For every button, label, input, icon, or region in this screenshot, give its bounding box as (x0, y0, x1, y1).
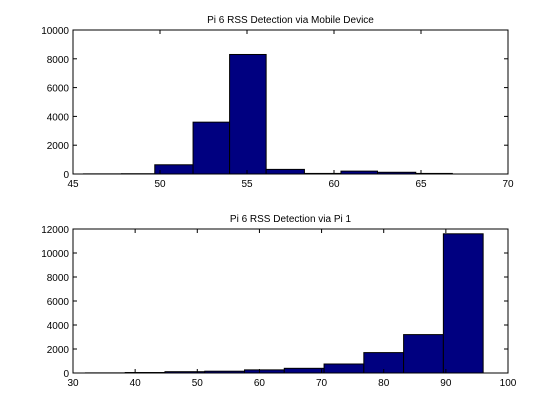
bar-mobile-device (192, 121, 231, 175)
bar-mobile-device (229, 53, 267, 175)
y-tick-label: 12000 (41, 225, 69, 236)
chart-title-pi-1: Pi 6 RSS Detection via Pi 1 (230, 214, 352, 225)
y-tick-label: 4000 (47, 112, 70, 123)
bar-mobile-device (154, 164, 194, 175)
x-tick-label: 50 (192, 378, 204, 389)
bar-pi-1 (323, 363, 365, 374)
x-tick-label: 65 (415, 179, 427, 190)
y-tick-label: 0 (63, 170, 69, 181)
y-tick-label: 2000 (47, 141, 70, 152)
chart-title-mobile-device: Pi 6 RSS Detection via Mobile Device (207, 15, 374, 26)
bar-pi-1 (283, 367, 325, 374)
bar-pi-1 (403, 334, 444, 374)
axes-border-mobile-device (72, 29, 509, 175)
bar-pi-1 (442, 233, 484, 374)
y-tick-label: 10000 (41, 26, 69, 37)
x-tick-label: 70 (316, 378, 328, 389)
x-tick-label: 50 (154, 179, 166, 190)
y-tick-label: 0 (63, 369, 69, 380)
y-tick-label: 8000 (47, 55, 70, 66)
x-tick-label: 70 (502, 179, 514, 190)
x-tick-label: 80 (378, 378, 390, 389)
y-tick-label: 4000 (47, 321, 70, 332)
y-tick-label: 10000 (41, 249, 69, 260)
bar-mobile-device (265, 168, 305, 175)
y-tick-label: 8000 (47, 273, 70, 284)
histogram-pi-1: 30 40 50 60 70 80 90 100 0 2000 4000 6000 8000 10000 1… (41, 214, 517, 389)
y-tick-label: 2000 (47, 345, 70, 356)
histogram-mobile-device: 45 50 55 60 65 70 0 2000 4000 6000 8000 10000 Pi 6 R… (41, 15, 514, 190)
y-tick-label: 6000 (47, 297, 70, 308)
x-tick-label: 60 (254, 378, 266, 389)
x-tick-label: 100 (500, 378, 517, 389)
x-tick-label: 60 (328, 179, 340, 190)
axes-frame-mobile-device (72, 29, 509, 175)
x-tick-label: 45 (67, 179, 79, 190)
x-tick-label: 40 (130, 378, 142, 389)
y-tick-label: 6000 (47, 84, 70, 95)
x-tick-label: 90 (440, 378, 452, 389)
x-tick-label: 30 (67, 378, 79, 389)
x-tick-label: 55 (241, 179, 253, 190)
